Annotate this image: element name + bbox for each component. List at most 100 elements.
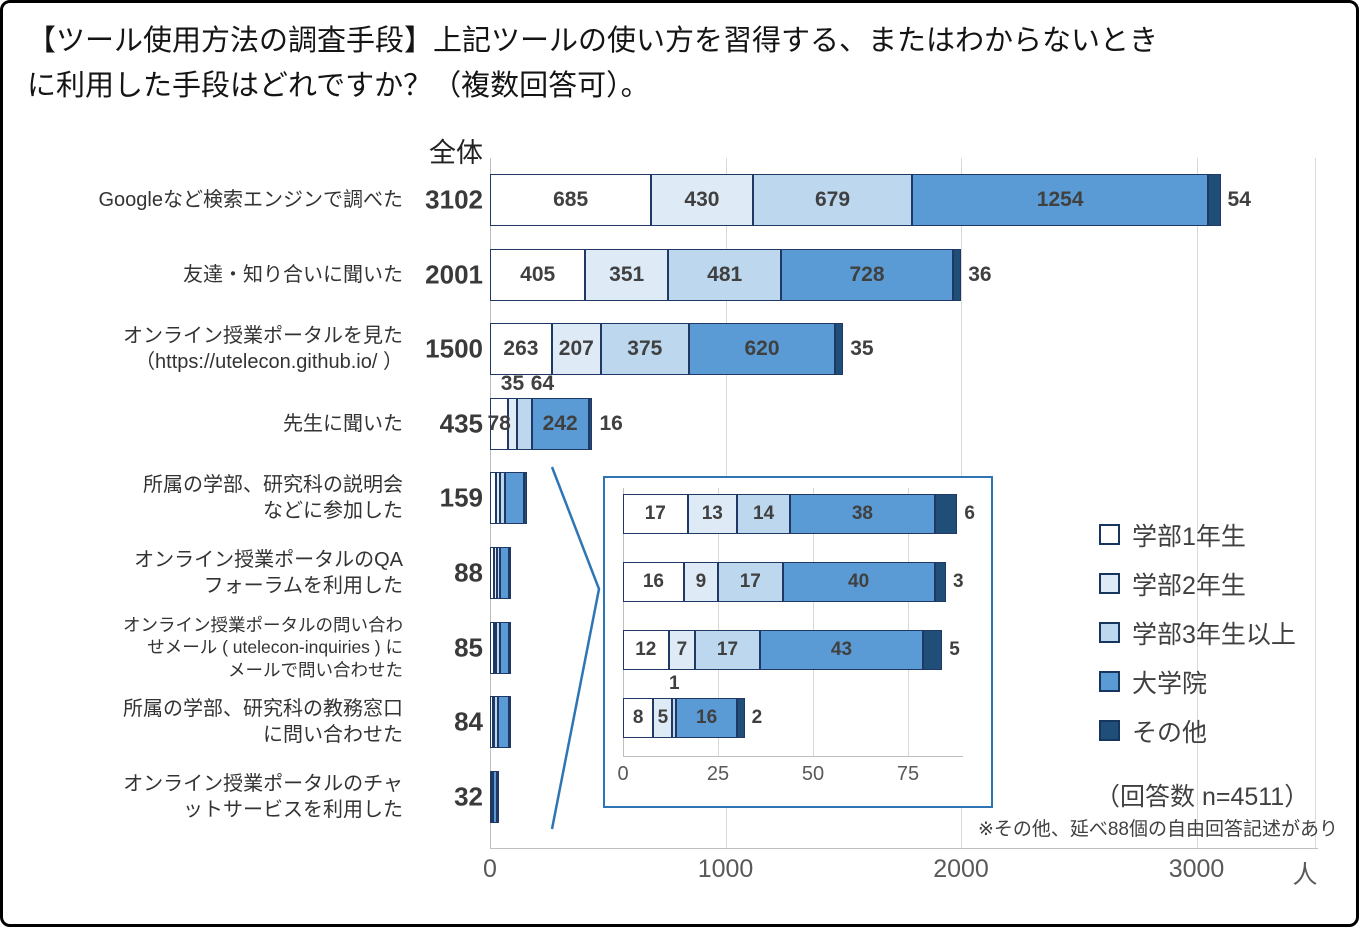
legend-label: 学部3年生以上	[1132, 620, 1296, 649]
total-label: 85	[454, 632, 483, 663]
category-label: オンライン授業ポータルを見た （https://utelecon.github.…	[123, 325, 403, 374]
bar-segment	[688, 323, 835, 376]
inset-gridline	[813, 488, 814, 756]
bar-segment	[672, 698, 677, 738]
bar-segment	[668, 248, 782, 301]
bar-segment	[490, 323, 552, 376]
bar-segment	[490, 174, 652, 226]
segment-value-label: 12	[635, 639, 657, 660]
axis-tick-label: 0	[483, 855, 497, 883]
plot-right-border	[1315, 158, 1316, 848]
bar-segment	[490, 472, 496, 525]
segment-value-label: 36	[968, 262, 992, 286]
bar-segment	[623, 698, 654, 738]
segment-value-label: 405	[520, 262, 556, 286]
chart-title: 【ツール使用方法の調査手段】上記ツールの使い方を習得する、またはわからないとき …	[27, 25, 1159, 102]
legend-item: 大学院	[1099, 664, 1296, 699]
bar-segment	[588, 397, 593, 450]
bar-segment	[509, 547, 512, 599]
inset-x-axis-line	[623, 756, 963, 757]
bar-segment	[493, 770, 498, 823]
segment-value-label: 5	[949, 639, 960, 660]
response-count: （回答数 n=4511）	[1095, 783, 1310, 811]
segment-value-label: 9	[695, 571, 707, 592]
bar-segment	[495, 472, 501, 525]
segment-value-label: 7	[676, 639, 688, 660]
bar-segment	[752, 174, 913, 226]
bar-segment	[623, 562, 684, 602]
total-label: 88	[454, 557, 483, 588]
bar-segment	[668, 630, 696, 670]
bar-segment	[490, 397, 509, 450]
legend-swatch	[1099, 524, 1120, 545]
legend-label: 学部1年生	[1132, 522, 1246, 551]
bar-segment	[498, 696, 509, 749]
segment-value-label: 35	[850, 337, 874, 361]
bar-segment	[490, 621, 494, 674]
bar-segment	[509, 621, 512, 674]
bar-segment	[790, 494, 935, 534]
category-label: 所属の学部、研究科の説明会 などに参加した	[143, 474, 403, 523]
bar-segment	[490, 547, 494, 599]
segment-value-label: 8	[632, 707, 644, 728]
bar-segment	[490, 770, 492, 823]
bar-segment	[516, 397, 532, 450]
inset-gridline	[908, 488, 909, 756]
category-label: 友達・知り合いに聞いた	[183, 263, 403, 286]
bar-segment	[923, 630, 943, 670]
category-label: Googleなど検索エンジンで調べた	[98, 189, 404, 211]
inset-y-axis-line	[623, 488, 624, 756]
bar-segment	[952, 248, 962, 301]
segment-value-label: 35	[500, 371, 525, 395]
total-label: 84	[454, 706, 483, 737]
bar-segment	[718, 562, 783, 602]
segment-value-label: 14	[753, 503, 775, 524]
x-axis-line	[490, 848, 1318, 849]
bar-segment	[737, 494, 791, 534]
axis-tick-label: 2000	[933, 855, 989, 883]
segment-value-label: 78	[487, 411, 511, 435]
segment-value-label: 43	[830, 639, 853, 660]
bar-segment	[781, 248, 953, 301]
inset-axis-tick-label: 50	[801, 763, 825, 785]
legend-label: 大学院	[1132, 669, 1208, 698]
bar-segment	[1207, 174, 1221, 226]
segment-value-label: 375	[627, 337, 663, 361]
legend-item: 学部1年生	[1099, 517, 1296, 552]
legend-swatch	[1099, 622, 1120, 643]
segment-value-label: 430	[684, 188, 720, 211]
category-label: 先生に聞いた	[283, 412, 403, 435]
inset-axis-tick-label: 75	[896, 763, 920, 785]
bar-segment	[623, 494, 688, 534]
total-label: 32	[454, 781, 483, 812]
legend-item: 学部2年生	[1099, 566, 1296, 601]
bar-segment	[500, 547, 510, 599]
segment-value-label: 16	[642, 571, 664, 592]
axis-unit-label: 人	[1292, 861, 1318, 889]
inset-gridline	[718, 488, 719, 756]
bar-segment	[493, 621, 496, 674]
segment-value-label: 16	[696, 707, 718, 728]
segment-value-label: 6	[964, 503, 975, 524]
bar-segment	[490, 696, 493, 749]
segment-value-label: 17	[716, 639, 739, 660]
legend-swatch	[1099, 720, 1120, 741]
footnote: ※その他、延べ88個の自由回答記述があり	[977, 819, 1338, 840]
bar-segment	[490, 248, 586, 301]
segment-value-label: 481	[707, 262, 743, 286]
segment-value-label: 40	[848, 571, 870, 592]
axis-tick-label: 3000	[1168, 855, 1225, 883]
bar-segment	[524, 472, 528, 525]
bar-segment	[492, 696, 495, 749]
segment-value-label: 728	[849, 262, 885, 286]
segment-value-label: 207	[558, 337, 594, 361]
segment-value-label: 351	[609, 262, 645, 286]
total-column-header: 全体	[429, 138, 483, 168]
total-label: 2001	[425, 259, 483, 290]
bar-segment	[585, 248, 669, 301]
bar-segment	[835, 323, 844, 376]
main-chart: 0 1000 2000 3000 人 Googleなど検索エンジンで調べた 3102 685 4…	[3, 3, 1356, 924]
segment-value-label: 54	[1227, 188, 1251, 211]
bar-segment	[934, 562, 946, 602]
